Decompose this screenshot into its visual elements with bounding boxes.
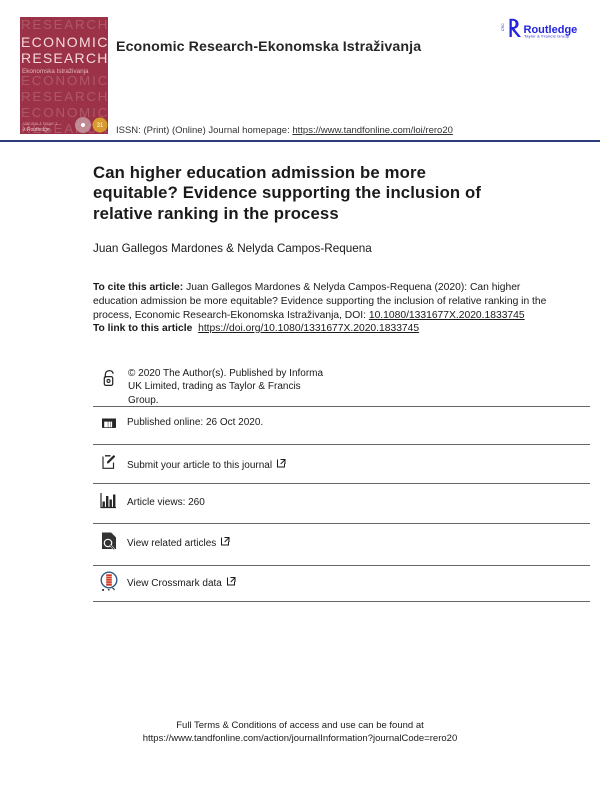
- svg-text:λ Routledge: λ Routledge: [23, 127, 50, 133]
- svg-text:ECONOMIC: ECONOMIC: [21, 34, 107, 50]
- svg-text:CRC: CRC: [501, 23, 505, 31]
- svg-text:Ekonomska Istraživanja: Ekonomska Istraživanja: [22, 68, 89, 75]
- svg-text:ECONOMIC: ECONOMIC: [21, 105, 108, 120]
- svg-text:Taylor & Francis Group: Taylor & Francis Group: [524, 33, 570, 38]
- svg-text:31: 31: [97, 123, 104, 129]
- svg-text:RESEARCH: RESEARCH: [21, 89, 107, 104]
- svg-text:Volume 1 Issue 1: Volume 1 Issue 1: [23, 121, 58, 126]
- svg-text:ECONOMIC: ECONOMIC: [21, 73, 108, 88]
- svg-text:RESEARCH: RESEARCH: [21, 17, 107, 32]
- svg-text:RESEARCH: RESEARCH: [21, 50, 107, 66]
